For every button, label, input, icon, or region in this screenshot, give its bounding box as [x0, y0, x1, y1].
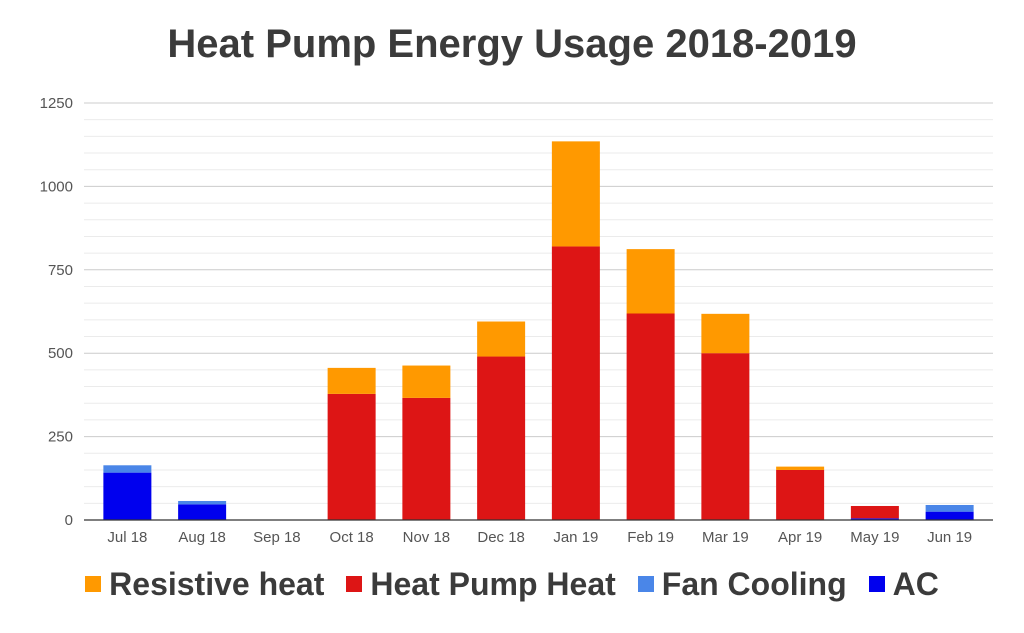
bar-heat-pump-heat [776, 469, 825, 520]
legend-label: Resistive heat [109, 566, 325, 602]
bar-heat-pump-heat [477, 356, 526, 520]
bar-ac [850, 518, 899, 520]
x-tick-label: Jan 19 [553, 529, 598, 546]
grid-lines [84, 102, 993, 504]
x-tick-label: Apr 19 [778, 529, 822, 546]
bar-ac [178, 504, 227, 520]
bar-ac [103, 472, 152, 520]
y-tick-label: 0 [65, 512, 73, 529]
bar-resistive-heat [626, 249, 675, 314]
x-tick-label: May 19 [850, 529, 899, 546]
legend-label: AC [892, 566, 939, 602]
bar-resistive-heat [477, 321, 526, 357]
x-tick-label: Nov 18 [403, 529, 451, 546]
legend-swatch [346, 576, 363, 592]
chart-plot: 0 250 500 750 1000 1250 Jul 18 Aug 18 Sep 18 Oct … [40, 95, 993, 546]
legend-label: Fan Cooling [661, 566, 847, 602]
x-tick-label: Jun 19 [927, 529, 972, 546]
bar-heat-pump-heat [701, 353, 750, 520]
legend-swatch [868, 576, 885, 592]
bar-heat-pump-heat [327, 393, 376, 520]
bar-resistive-heat [776, 466, 825, 470]
y-tick-label: 1000 [40, 178, 73, 195]
bar-ac [925, 511, 974, 520]
x-tick-label: Dec 18 [477, 529, 525, 546]
bar-resistive-heat [701, 313, 750, 354]
y-tick-label: 500 [48, 345, 73, 362]
y-tick-label: 1250 [40, 95, 73, 112]
legend-item: Resistive heat [85, 564, 324, 604]
bar-resistive-heat [327, 367, 376, 394]
legend-swatch [637, 576, 654, 592]
bar-resistive-heat [551, 141, 600, 247]
bars [103, 141, 974, 520]
bar-heat-pump-heat [850, 505, 899, 519]
x-tick-label: Feb 19 [627, 529, 674, 546]
legend-item: Heat Pump Heat [346, 564, 616, 604]
bar-heat-pump-heat [402, 397, 451, 520]
bar-fan-cooling [925, 504, 974, 512]
x-tick-label: Oct 18 [330, 529, 374, 546]
x-tick-label: Jul 18 [107, 529, 147, 546]
bar-heat-pump-heat [626, 313, 675, 520]
legend-swatch [85, 576, 102, 592]
axes: 0 250 500 750 1000 1250 Jul 18 Aug 18 Sep 18 Oct … [40, 95, 993, 546]
x-tick-label: Aug 18 [178, 529, 226, 546]
legend-item: Fan Cooling [637, 564, 847, 604]
bar-heat-pump-heat [551, 246, 600, 520]
bar-resistive-heat [402, 365, 451, 398]
y-tick-label: 750 [48, 262, 73, 279]
y-tick-label: 250 [48, 429, 73, 446]
x-tick-label: Sep 18 [253, 529, 301, 546]
bar-fan-cooling [103, 465, 152, 473]
legend-label: Heat Pump Heat [370, 566, 616, 602]
legend: Resistive heat Heat Pump Heat Fan Cooling A… [0, 560, 1024, 608]
bar-fan-cooling [178, 500, 227, 505]
legend-item: AC [868, 564, 939, 604]
chart-title: Heat Pump Energy Usage 2018-2019 [167, 22, 857, 66]
x-tick-label: Mar 19 [702, 529, 749, 546]
